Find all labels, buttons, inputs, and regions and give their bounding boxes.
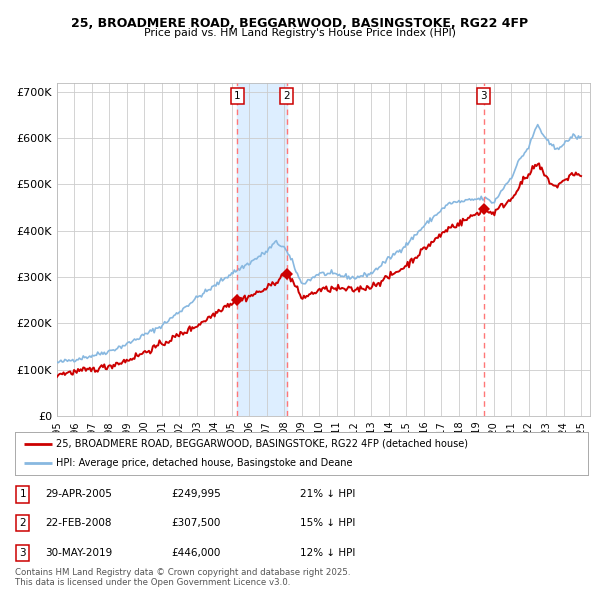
Text: 1: 1 bbox=[234, 91, 241, 101]
Text: £249,995: £249,995 bbox=[171, 490, 221, 499]
Bar bbox=[238, 83, 287, 416]
Text: 30-MAY-2019: 30-MAY-2019 bbox=[45, 548, 112, 558]
Text: 15% ↓ HPI: 15% ↓ HPI bbox=[300, 519, 355, 528]
Text: £307,500: £307,500 bbox=[171, 519, 220, 528]
Text: 25, BROADMERE ROAD, BEGGARWOOD, BASINGSTOKE, RG22 4FP: 25, BROADMERE ROAD, BEGGARWOOD, BASINGST… bbox=[71, 17, 529, 30]
Text: 22-FEB-2008: 22-FEB-2008 bbox=[45, 519, 112, 528]
Text: 2: 2 bbox=[19, 519, 26, 528]
Text: HPI: Average price, detached house, Basingstoke and Deane: HPI: Average price, detached house, Basi… bbox=[56, 458, 353, 468]
Text: Price paid vs. HM Land Registry's House Price Index (HPI): Price paid vs. HM Land Registry's House … bbox=[144, 28, 456, 38]
Text: 12% ↓ HPI: 12% ↓ HPI bbox=[300, 548, 355, 558]
Text: 3: 3 bbox=[19, 548, 26, 558]
Text: £446,000: £446,000 bbox=[171, 548, 220, 558]
Text: Contains HM Land Registry data © Crown copyright and database right 2025.
This d: Contains HM Land Registry data © Crown c… bbox=[15, 568, 350, 587]
Text: 25, BROADMERE ROAD, BEGGARWOOD, BASINGSTOKE, RG22 4FP (detached house): 25, BROADMERE ROAD, BEGGARWOOD, BASINGST… bbox=[56, 439, 468, 449]
Text: 29-APR-2005: 29-APR-2005 bbox=[45, 490, 112, 499]
Text: 2: 2 bbox=[283, 91, 290, 101]
Text: 1: 1 bbox=[19, 490, 26, 499]
Text: 21% ↓ HPI: 21% ↓ HPI bbox=[300, 490, 355, 499]
Text: 3: 3 bbox=[480, 91, 487, 101]
